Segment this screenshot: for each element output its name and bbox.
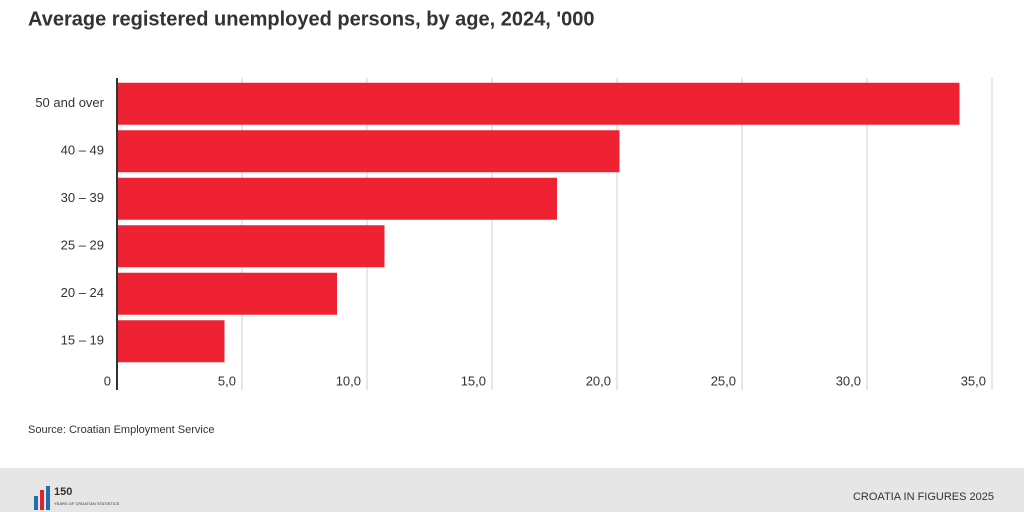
chart-title: Average registered unemployed persons, b… [28, 8, 594, 30]
y-tick-label: 25 – 29 [61, 238, 104, 253]
logo-bar [40, 490, 44, 510]
x-tick-label: 5,0 [218, 373, 236, 388]
x-tick-label: 10,0 [336, 373, 361, 388]
x-tick-label: 0 [104, 373, 111, 388]
x-tick-label: 15,0 [461, 373, 486, 388]
y-tick-label: 30 – 39 [61, 190, 104, 205]
x-tick-label: 20,0 [586, 373, 611, 388]
logo-number: 150 [54, 486, 72, 498]
x-tick-label: 30,0 [836, 373, 861, 388]
x-tick-label: 25,0 [711, 373, 736, 388]
x-tick-label: 35,0 [961, 373, 986, 388]
logo-bar [46, 486, 50, 510]
bar [117, 130, 620, 173]
bar [117, 82, 960, 125]
bar [117, 272, 337, 315]
source-note: Source: Croatian Employment Service [28, 424, 214, 436]
y-tick-label: 20 – 24 [61, 285, 104, 300]
logo-bar [34, 496, 38, 510]
bar [117, 320, 225, 363]
bar [117, 225, 385, 268]
y-tick-label: 50 and over [35, 95, 104, 110]
footer-band [0, 468, 1024, 512]
y-tick-label: 15 – 19 [61, 333, 104, 348]
bar [117, 177, 557, 220]
logo: 150 YEARS OF CROATIAN STATISTICS [34, 486, 120, 510]
y-tick-label: 40 – 49 [61, 143, 104, 158]
publication-label: CROATIA IN FIGURES 2025 [853, 491, 994, 503]
logo-text: YEARS OF CROATIAN STATISTICS [54, 501, 120, 506]
